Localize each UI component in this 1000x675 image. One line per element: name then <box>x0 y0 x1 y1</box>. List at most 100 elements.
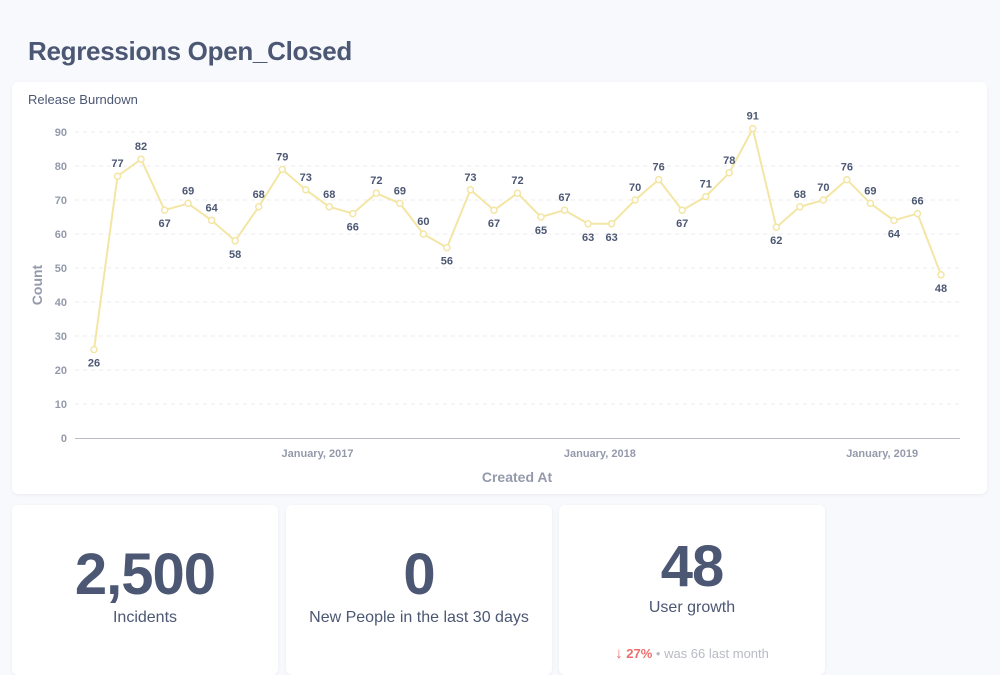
incidents-label[interactable]: Incidents <box>112 609 178 626</box>
data-label: 63 <box>605 232 617 244</box>
data-label: 69 <box>394 185 406 197</box>
data-point[interactable] <box>184 199 192 208</box>
arrow-down-icon: ↓ <box>615 645 623 662</box>
data-point[interactable] <box>913 209 922 218</box>
data-point[interactable] <box>843 175 851 184</box>
data-point[interactable] <box>937 271 945 279</box>
data-point[interactable] <box>278 165 286 174</box>
data-point[interactable] <box>890 216 898 225</box>
data-point[interactable] <box>560 206 569 214</box>
data-point[interactable] <box>607 220 616 228</box>
y-tick-label: 10 <box>55 399 67 411</box>
data-label: 73 <box>300 172 312 184</box>
data-label: 67 <box>488 218 500 230</box>
data-label: 77 <box>111 158 123 170</box>
data-label: 62 <box>770 235 782 247</box>
new-people-card: 0 New People in the last 30 days <box>286 505 552 675</box>
user-growth-trend: ↓ 27% • was 66 last month <box>559 645 825 662</box>
user-growth-value: 48 <box>660 534 725 599</box>
series-line <box>93 127 942 350</box>
data-point[interactable] <box>631 196 639 204</box>
data-point[interactable] <box>207 216 216 225</box>
trend-separator: • <box>655 646 661 661</box>
y-tick-label: 90 <box>55 127 67 139</box>
data-label: 79 <box>276 151 288 163</box>
data-label: 60 <box>417 216 429 228</box>
data-label: 66 <box>911 196 923 208</box>
incidents-value: 2,500 <box>74 542 216 607</box>
data-point[interactable] <box>372 189 381 197</box>
data-point[interactable] <box>701 192 710 201</box>
data-label: 72 <box>370 175 382 187</box>
data-point[interactable] <box>90 345 98 354</box>
data-label: 69 <box>864 185 876 197</box>
y-tick-label: 0 <box>61 433 67 445</box>
data-point[interactable] <box>513 189 522 197</box>
y-tick-label: 20 <box>55 365 67 377</box>
data-label: 64 <box>206 202 219 214</box>
x-axis-title: Created At <box>482 469 553 485</box>
data-point[interactable] <box>137 155 145 163</box>
data-label: 73 <box>464 172 476 184</box>
data-point[interactable] <box>819 196 828 204</box>
data-label: 56 <box>441 256 453 268</box>
data-label: 66 <box>347 222 359 234</box>
y-tick-label: 60 <box>55 229 67 241</box>
data-point[interactable] <box>725 169 733 177</box>
data-point[interactable] <box>654 175 663 184</box>
page-title: Regressions Open_Closed <box>28 36 352 66</box>
data-label: 48 <box>935 283 947 295</box>
user-growth-label[interactable]: User growth <box>648 599 736 616</box>
data-point[interactable] <box>796 203 804 211</box>
data-label: 91 <box>747 111 759 123</box>
new-people-value: 0 <box>403 542 435 607</box>
new-people-label[interactable]: New People in the last 30 days <box>309 609 529 626</box>
data-label: 82 <box>135 141 147 153</box>
release-burndown-card: Release Burndown 0 10 20 30 40 50 60 70 80 90 Jan… <box>12 82 987 494</box>
data-label: 71 <box>700 179 712 191</box>
data-label: 69 <box>182 185 194 197</box>
data-label: 70 <box>629 182 641 194</box>
data-point[interactable] <box>160 206 169 214</box>
data-point[interactable] <box>537 213 545 221</box>
data-label: 76 <box>841 162 853 174</box>
data-label: 67 <box>158 218 170 230</box>
data-point[interactable] <box>419 230 428 238</box>
trend-previous-value: was 66 <box>664 646 706 661</box>
y-tick-label: 30 <box>55 331 67 343</box>
data-label: 63 <box>582 232 594 244</box>
y-tick-label: 50 <box>55 263 67 275</box>
data-point[interactable] <box>396 199 404 208</box>
data-point[interactable] <box>254 203 263 211</box>
data-label: 64 <box>888 228 901 240</box>
chart-title[interactable]: Release Burndown <box>28 92 138 107</box>
y-tick-label: 70 <box>55 195 67 207</box>
y-tick-label: 40 <box>55 297 67 309</box>
data-point[interactable] <box>466 186 475 194</box>
data-point[interactable] <box>302 186 310 194</box>
data-label: 68 <box>794 189 806 201</box>
data-point[interactable] <box>584 220 592 228</box>
data-label: 78 <box>723 155 735 167</box>
data-point[interactable] <box>443 243 451 252</box>
x-tick-label: January, 2018 <box>564 448 636 460</box>
data-point[interactable] <box>325 203 334 211</box>
y-axis-title: Count <box>29 264 45 305</box>
data-label: 68 <box>323 189 335 201</box>
data-point[interactable] <box>866 199 875 208</box>
data-label: 68 <box>253 189 265 201</box>
data-point[interactable] <box>749 124 757 133</box>
data-label: 70 <box>817 182 829 194</box>
x-tick-label: January, 2019 <box>846 448 918 460</box>
data-point[interactable] <box>349 209 357 218</box>
data-label: 58 <box>229 249 241 261</box>
data-point[interactable] <box>678 206 686 214</box>
data-point[interactable] <box>772 223 781 231</box>
data-point[interactable] <box>113 172 122 180</box>
data-point[interactable] <box>490 206 498 214</box>
trend-percent: 27% <box>626 646 653 661</box>
data-point[interactable] <box>231 237 239 245</box>
data-label: 72 <box>511 175 523 187</box>
data-label: 26 <box>88 358 100 370</box>
trend-period: last month <box>708 646 769 661</box>
